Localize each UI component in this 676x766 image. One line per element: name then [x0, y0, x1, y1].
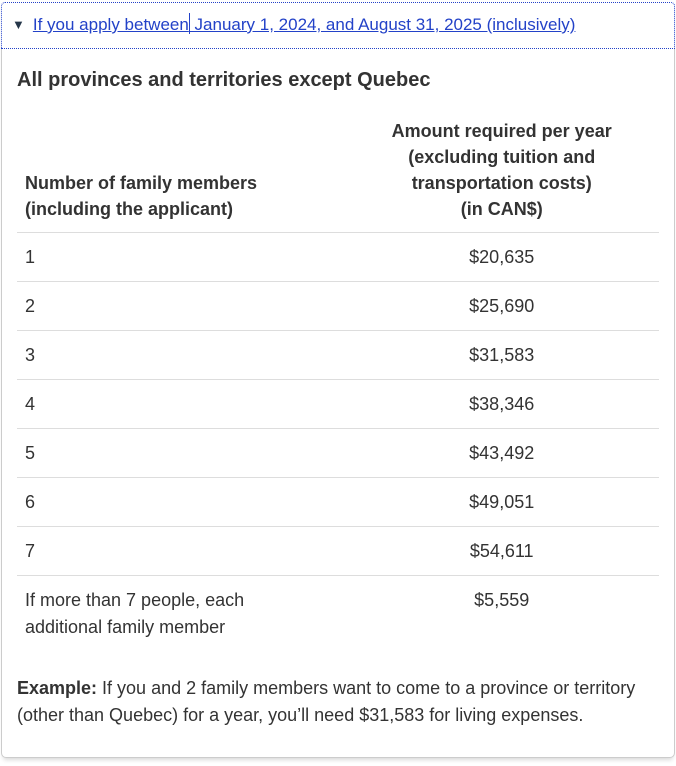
family-members-cell: 3 — [17, 330, 345, 381]
header-line: Number of family members — [25, 172, 258, 193]
family-members-cell: 5 — [17, 428, 345, 479]
table-row: 4 $38,346 — [17, 379, 659, 430]
family-members-cell: 7 — [17, 526, 345, 577]
example-paragraph: Example: If you and 2 family members wan… — [17, 675, 659, 729]
table-row: 6 $49,051 — [17, 477, 659, 528]
table-row: If more than 7 people, each additional f… — [17, 576, 659, 651]
amount-cell: $20,635 — [344, 232, 659, 282]
family-members-cell: 1 — [17, 232, 345, 282]
details-summary[interactable]: ▼ If you apply between January 1, 2024, … — [1, 2, 675, 49]
text-caret — [188, 13, 190, 34]
amount-cell: $31,583 — [344, 330, 659, 381]
amount-cell: $38,346 — [344, 379, 659, 430]
table-header-row: Number of family members (including the … — [17, 117, 659, 233]
table-row: 7 $54,611 — [17, 526, 659, 577]
header-line: (in CAN$) — [460, 198, 543, 219]
amount-cell: $5,559 — [474, 590, 530, 611]
amount-cell: $49,051 — [344, 477, 659, 528]
header-line: transportation costs) — [411, 172, 592, 193]
example-label: Example: — [17, 677, 98, 698]
amount-cell: $25,690 — [344, 281, 659, 331]
family-members-cell: If more than 7 people, each additional f… — [25, 590, 245, 637]
funds-table: Number of family members (including the … — [17, 117, 659, 651]
caret-down-icon: ▼ — [12, 17, 25, 33]
header-line: Amount required per year — [391, 120, 612, 141]
amount-cell: $43,492 — [344, 428, 659, 479]
family-members-cell: 2 — [17, 281, 345, 331]
family-members-cell: 6 — [17, 477, 345, 528]
amount-column-header: Amount required per year (excluding tuit… — [344, 117, 659, 233]
example-text: If you and 2 family members want to come… — [17, 677, 636, 725]
table-row: 5 $43,492 — [17, 428, 659, 479]
table-row: 2 $25,690 — [17, 281, 659, 331]
table-row: 1 $20,635 — [17, 232, 659, 282]
header-line: (excluding tuition and — [408, 146, 596, 167]
table-row: 3 $31,583 — [17, 330, 659, 381]
family-members-cell: 4 — [17, 379, 345, 430]
details-summary-label: If you apply between January 1, 2024, an… — [32, 13, 576, 37]
amount-cell: $54,611 — [344, 526, 659, 577]
family-members-column-header: Number of family members (including the … — [17, 117, 345, 233]
details-content: All provinces and territories except Que… — [1, 48, 675, 758]
section-heading: All provinces and territories except Que… — [17, 68, 431, 91]
summary-text-after-caret: January 1, 2024, and August 31, 2025 (in… — [189, 15, 576, 34]
summary-text-before-caret: If you apply between — [32, 15, 189, 34]
header-line: (including the applicant) — [25, 198, 233, 219]
